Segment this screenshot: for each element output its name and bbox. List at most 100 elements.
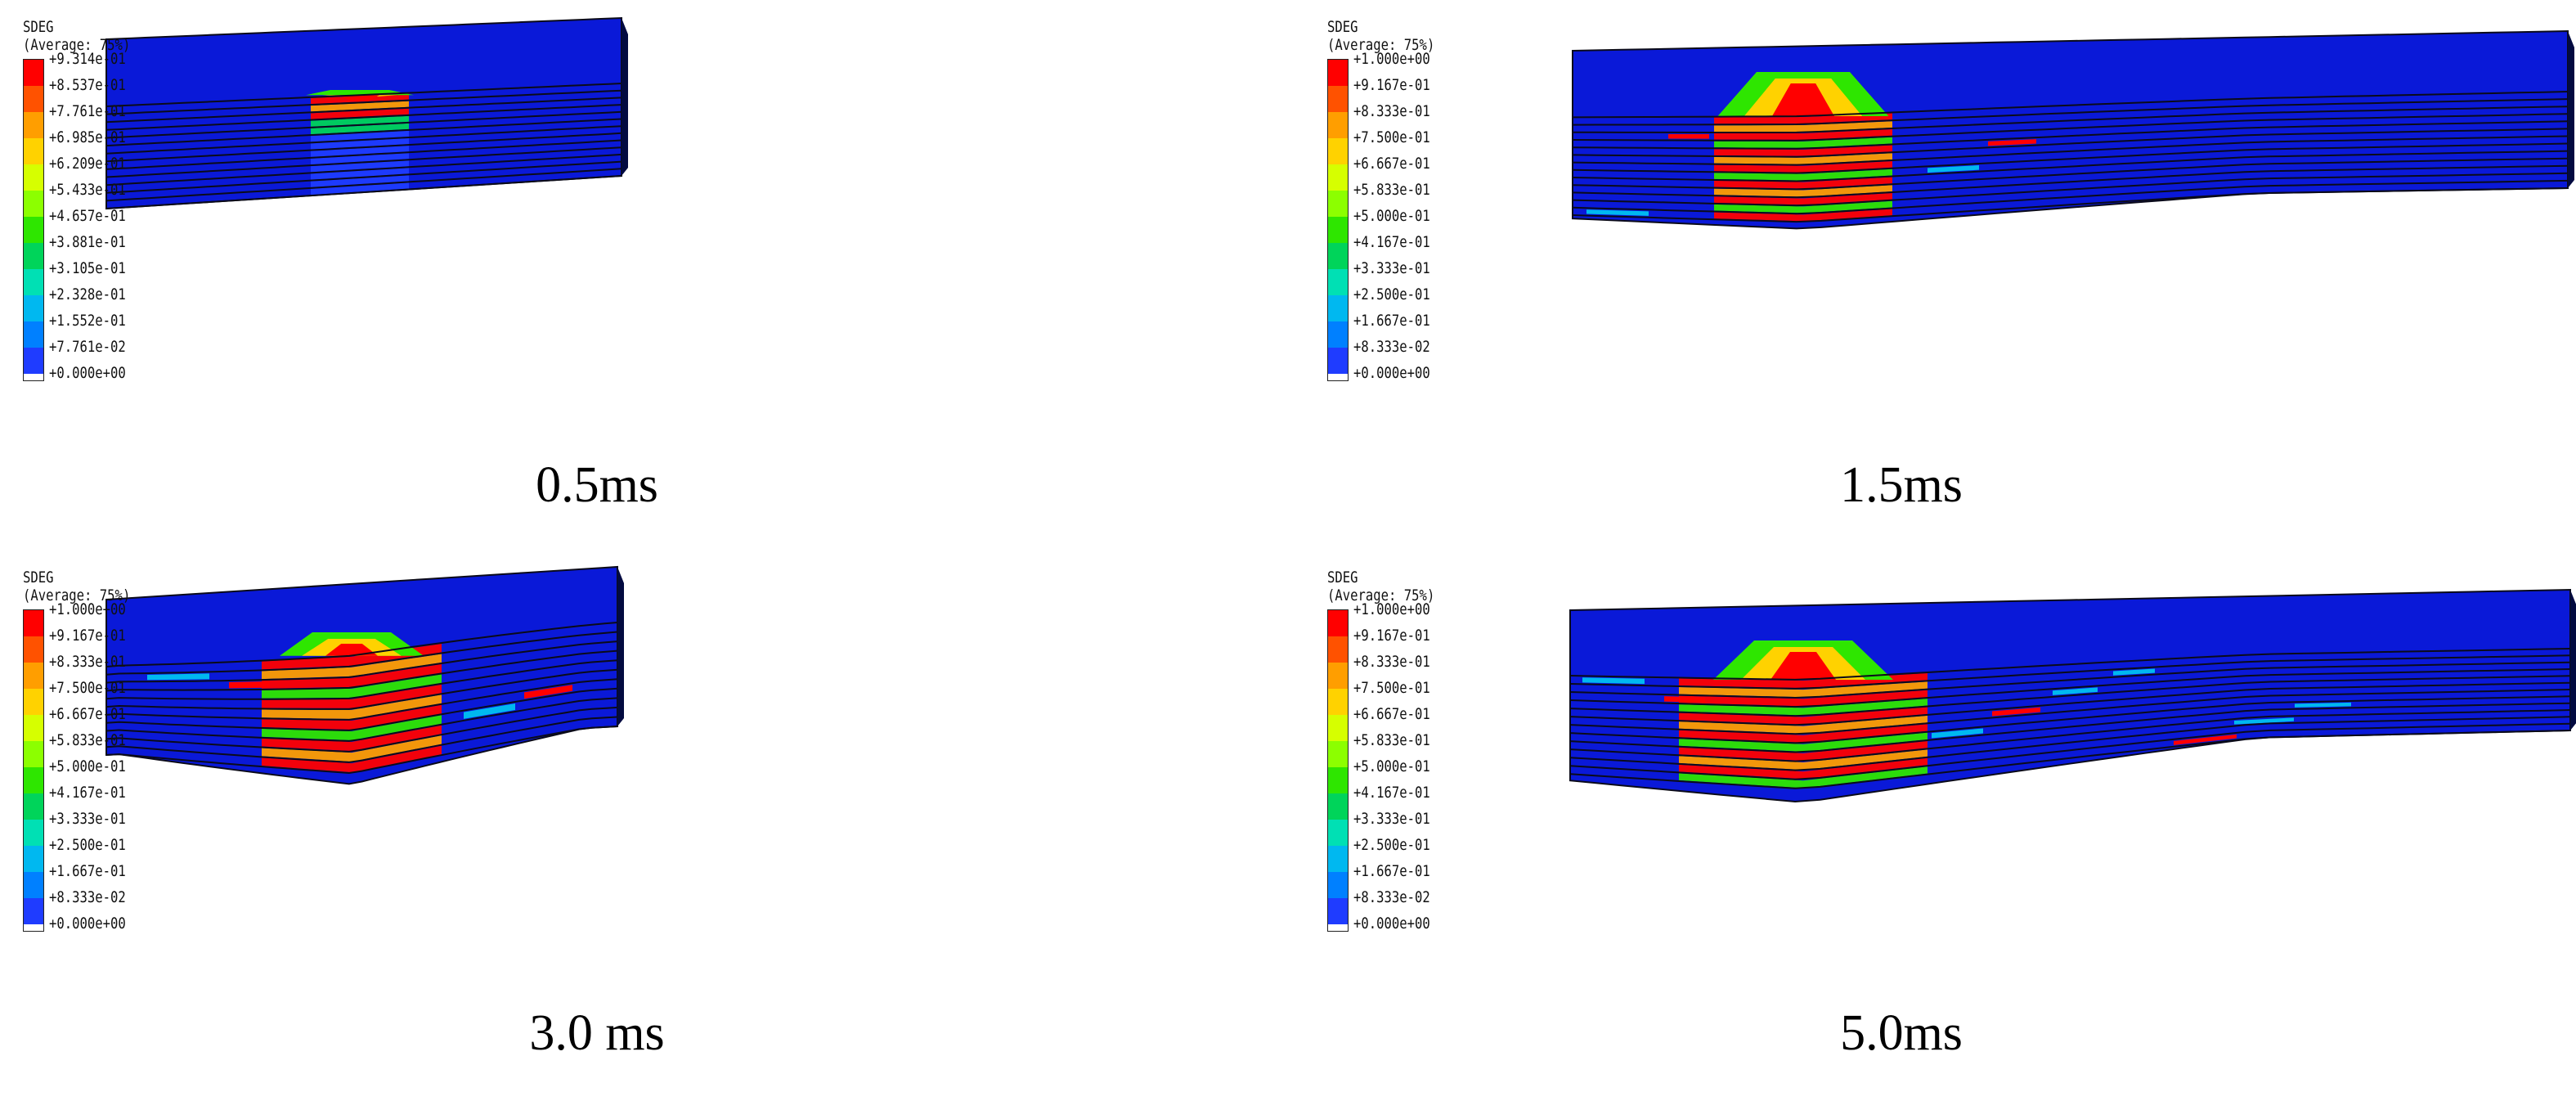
layer-interface <box>105 139 622 170</box>
layer-interface <box>1569 709 2571 762</box>
damage-band <box>311 153 409 165</box>
legend-swatch <box>1328 112 1348 138</box>
damage-streak <box>1928 165 1979 173</box>
legend-tick-label: +0.000e+00 <box>1353 915 1430 932</box>
layer-interface <box>1569 722 2571 780</box>
damage-band <box>1679 707 1928 725</box>
damage-band <box>1679 724 1928 743</box>
legend-tick-label: +1.000e+00 <box>49 600 126 618</box>
layer-interface <box>105 678 618 721</box>
damage-band <box>311 123 409 135</box>
layer-interface <box>105 659 618 700</box>
legend-swatch <box>24 872 43 898</box>
legend-tick-label: +6.209e-01 <box>49 155 126 173</box>
legend-tick-label: +1.000e+00 <box>1353 50 1430 68</box>
layer-interface <box>1572 113 2569 142</box>
legend-tick-label: +5.000e-01 <box>1353 207 1430 225</box>
legend-swatch <box>24 138 43 164</box>
legend-swatch <box>24 689 43 715</box>
layer-interface <box>1569 654 2571 690</box>
layer-interface <box>1572 157 2569 191</box>
layer-interface <box>1569 681 2571 726</box>
legend-swatch <box>24 636 43 663</box>
layer-interface <box>1572 164 2569 199</box>
time-caption: 3.0 ms <box>529 1005 665 1061</box>
legend-tick-label: +2.500e-01 <box>1353 836 1430 854</box>
legend-variable: SDEG <box>1327 18 1358 36</box>
legend-swatch <box>1328 321 1348 348</box>
layer-interface <box>105 146 622 178</box>
legend-swatch <box>1328 663 1348 689</box>
beam-end-face <box>2568 31 2574 188</box>
layer-interface <box>105 649 618 692</box>
legend-ticks: +9.314e-01 +8.537e-01 +7.761e-01 +6.985e-01… <box>49 51 142 381</box>
damage-band <box>262 684 442 708</box>
legend-tick-label: +9.167e-01 <box>1353 76 1430 94</box>
damage-band <box>1714 200 1892 213</box>
damage-band <box>311 137 409 150</box>
legend-swatch <box>1328 846 1348 872</box>
legend-swatch <box>1328 872 1348 898</box>
legend-swatch <box>24 164 43 191</box>
legend-swatch <box>24 295 43 321</box>
damage-cap-core <box>325 644 378 656</box>
layer-interface <box>1569 730 2571 789</box>
legend-tick-label: +2.328e-01 <box>49 285 126 303</box>
damage-band <box>262 704 442 730</box>
contour-legend: SDEG (Average: 75%) +1.000e+00 +9.167e-01… <box>1327 568 1458 932</box>
layer-interface <box>1572 187 2569 223</box>
legend-swatch <box>24 86 43 112</box>
beam-end-face <box>2570 590 2576 730</box>
legend-tick-label: +5.000e-01 <box>1353 757 1430 775</box>
legend-swatch <box>24 741 43 767</box>
layer-interface <box>1569 695 2571 744</box>
legend-tick-label: +6.667e-01 <box>1353 155 1430 173</box>
legend-swatch <box>1328 636 1348 663</box>
legend-tick-label: +5.833e-01 <box>1353 731 1430 749</box>
layer-interface <box>1572 91 2569 119</box>
legend-variable: SDEG <box>23 18 54 36</box>
legend-tick-label: +3.333e-01 <box>49 810 126 828</box>
legend-swatch <box>1328 295 1348 321</box>
legend-swatch <box>1328 269 1348 295</box>
legend-tick-label: +2.500e-01 <box>49 836 126 854</box>
layer-interface <box>1572 128 2569 158</box>
legend-tick-label: +6.667e-01 <box>1353 705 1430 723</box>
legend-swatch <box>24 191 43 217</box>
damage-band <box>311 182 409 195</box>
beam-contour-plot <box>105 565 624 785</box>
beam-end-face <box>622 18 628 176</box>
layer-interface <box>105 622 618 667</box>
legend-swatch <box>1328 217 1348 243</box>
legend-tick-label: +0.000e+00 <box>49 915 126 932</box>
legend-swatch <box>1328 715 1348 741</box>
damage-band <box>262 654 442 680</box>
time-caption: 1.5ms <box>1840 457 1963 513</box>
legend-swatch <box>24 767 43 793</box>
legend-tick-label: +0.000e+00 <box>49 364 126 382</box>
legend-swatch <box>1328 689 1348 715</box>
damage-cap-core <box>1770 652 1836 681</box>
legend-swatch <box>24 348 43 374</box>
legend-tick-label: +6.667e-01 <box>49 705 126 723</box>
layer-interface <box>1572 135 2569 166</box>
legend-ticks: +1.000e+00 +9.167e-01 +8.333e-01 +7.500e-01… <box>1353 601 1447 932</box>
legend-variable: SDEG <box>23 568 54 586</box>
layer-interface <box>105 153 622 186</box>
legend-tick-label: +7.500e-01 <box>49 679 126 697</box>
layer-interface <box>1572 150 2569 182</box>
layer-interface <box>105 104 622 131</box>
layer-interface <box>105 726 618 775</box>
panel-1p5ms: SDEG (Average: 75%) +1.000e+00 +9.167e-01… <box>1304 0 2576 550</box>
layer-interface <box>1572 142 2569 174</box>
damage-streak <box>2295 702 2351 708</box>
legend-tick-label: +1.552e-01 <box>49 312 126 330</box>
legend-tick-label: +8.537e-01 <box>49 76 126 94</box>
damage-band <box>1679 690 1928 707</box>
damage-band <box>311 130 409 142</box>
legend-swatch <box>24 663 43 689</box>
legend-swatch <box>24 269 43 295</box>
legend-swatch <box>1328 793 1348 820</box>
legend-swatch <box>1328 164 1348 191</box>
damage-band <box>311 175 409 187</box>
